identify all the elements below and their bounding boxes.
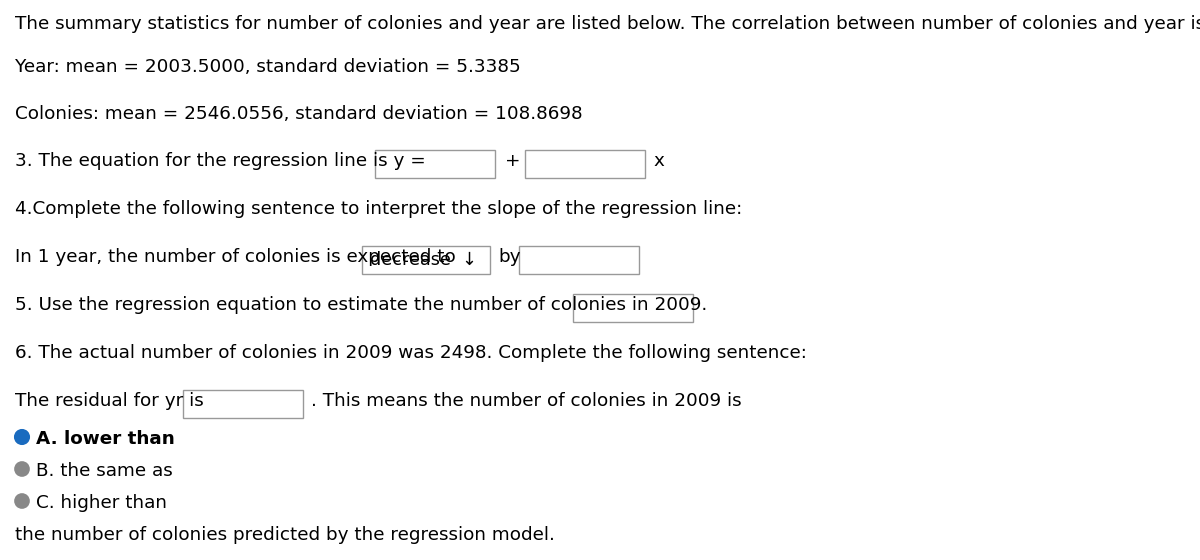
FancyBboxPatch shape: [362, 246, 490, 274]
Text: by: by: [498, 248, 521, 266]
Text: Colonies: mean = 2546.0556, standard deviation = 108.8698: Colonies: mean = 2546.0556, standard dev…: [14, 105, 583, 123]
Text: . This means the number of colonies in 2009 is: . This means the number of colonies in 2…: [311, 392, 742, 410]
Text: +: +: [505, 152, 521, 170]
Circle shape: [14, 494, 29, 508]
Circle shape: [14, 430, 29, 444]
Text: B. the same as: B. the same as: [36, 462, 173, 480]
Text: 6. The actual number of colonies in 2009 was 2498. Complete the following senten: 6. The actual number of colonies in 2009…: [14, 344, 806, 362]
Text: The summary statistics for number of colonies and year are listed below. The cor: The summary statistics for number of col…: [14, 15, 1200, 33]
Text: A. lower than: A. lower than: [36, 430, 175, 448]
Text: Year: mean = 2003.5000, standard deviation = 5.3385: Year: mean = 2003.5000, standard deviati…: [14, 58, 521, 76]
Text: x: x: [653, 152, 664, 170]
FancyBboxPatch shape: [520, 246, 640, 274]
Text: the number of colonies predicted by the regression model.: the number of colonies predicted by the …: [14, 526, 554, 544]
Text: 4.Complete the following sentence to interpret the slope of the regression line:: 4.Complete the following sentence to int…: [14, 200, 743, 218]
FancyBboxPatch shape: [574, 294, 694, 322]
FancyBboxPatch shape: [526, 150, 646, 178]
Text: 5. Use the regression equation to estimate the number of colonies in 2009.: 5. Use the regression equation to estima…: [14, 296, 707, 314]
Text: The residual for yr is: The residual for yr is: [14, 392, 204, 410]
Text: decrease  ↓: decrease ↓: [370, 251, 476, 269]
FancyBboxPatch shape: [374, 150, 496, 178]
Text: C. higher than: C. higher than: [36, 494, 167, 512]
Circle shape: [14, 462, 29, 476]
Text: In 1 year, the number of colonies is expected to: In 1 year, the number of colonies is exp…: [14, 248, 456, 266]
Text: 3. The equation for the regression line is y =: 3. The equation for the regression line …: [14, 152, 426, 170]
Circle shape: [18, 433, 26, 441]
FancyBboxPatch shape: [182, 390, 302, 418]
